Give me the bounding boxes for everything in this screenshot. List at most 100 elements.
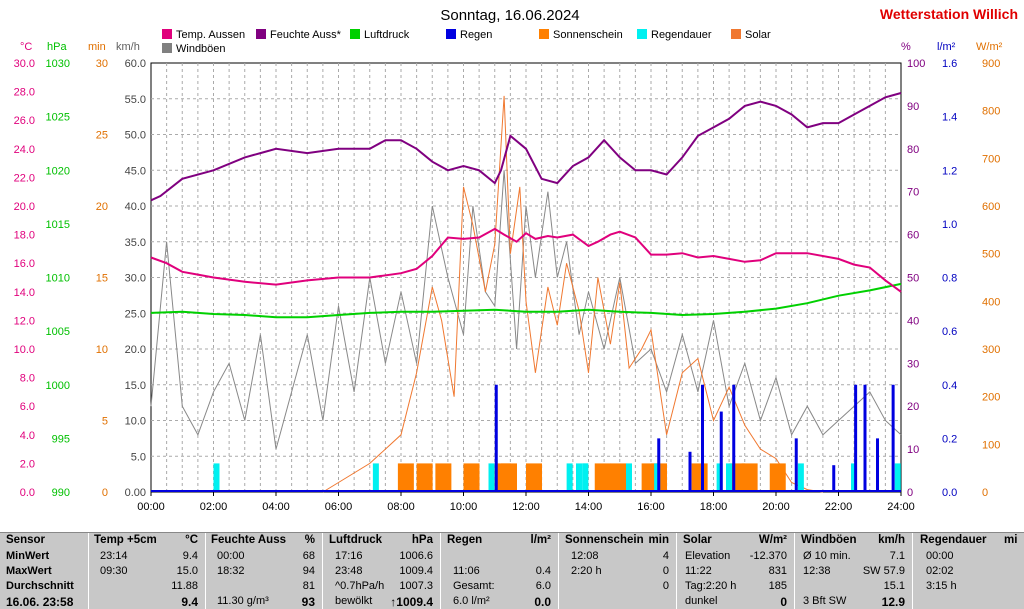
rain-bar: [876, 438, 879, 492]
stats-row: 17:16 1006.6: [329, 550, 437, 565]
stats-row: 6.0 l/m² 0.0: [447, 595, 555, 609]
stats-cell-value: 4: [662, 550, 669, 562]
stats-row: 15.1: [801, 580, 909, 595]
stats-cell-value: 1006.6: [399, 550, 433, 562]
pressure-tick: 1010: [46, 273, 70, 285]
solar-tick: 500: [982, 249, 1000, 261]
stats-header: Temp +5cm °C: [94, 533, 202, 550]
pressure-tick: 995: [52, 433, 70, 445]
time-tick: 24:00: [887, 501, 915, 512]
y-axes: 0.0 2.0 4.0 6.0 8.0 10.0 12.0 14.0 16.0 18.0 20.0 2…: [14, 58, 1001, 499]
legend-swatch: [350, 29, 360, 39]
station-name: Wetterstation Willich: [880, 6, 1018, 22]
stats-cell-value: 0: [780, 595, 787, 609]
temp-tick: 26.0: [14, 115, 35, 127]
time-tick: 18:00: [700, 501, 728, 512]
stats-header-unit: °C: [185, 534, 198, 546]
weather-chart: Sonntag, 16.06.2024 Wetterstation Willic…: [14, 6, 1018, 512]
solar-tick: 800: [982, 106, 1000, 118]
stats-header-label: Solar: [683, 534, 712, 546]
rain-duration-bar: [488, 463, 495, 492]
stats-row: Gesamt: 6.0: [447, 580, 555, 595]
time-tick: 00:00: [137, 501, 165, 512]
stats-cell-label: Ø 10 min.: [803, 550, 851, 562]
temp-tick: 28.0: [14, 87, 35, 99]
temp-tick: 14.0: [14, 287, 35, 299]
stats-row: 11:22 831: [683, 565, 791, 580]
stats-row: 2:20 h 0: [565, 565, 673, 580]
stats-row: 09:30 15.0: [94, 565, 202, 580]
stats-pressure-column: Luftdruck hPa 17:16 1006.6 23:48 1009.4 ^0.7hP…: [329, 533, 437, 609]
stats-row: Tag:2:20 h 185: [683, 580, 791, 595]
solar-tick: 300: [982, 344, 1000, 356]
sunshine-bar: [397, 463, 414, 492]
axis-units: °C hPa min km/h% l/m² W/m²: [20, 41, 1003, 53]
raindur-min: 00:00: [926, 550, 954, 562]
stats-cell-value: 81: [302, 580, 315, 592]
time-tick: 08:00: [387, 501, 415, 512]
stats-cell-label: dunkel: [685, 595, 718, 607]
stats-cell-value: 0.4: [535, 565, 551, 577]
rain-duration-bar: [654, 463, 661, 492]
stats-cell-label: 11:22: [685, 565, 712, 577]
rain-bar: [863, 384, 867, 492]
stats-cell-value: 831: [768, 565, 787, 577]
stats-solar-column: Solar W/m² Elevation -12.370 11:22 831 Tag:2:2…: [683, 533, 791, 609]
stats-cell-label: 2:20 h: [571, 565, 602, 577]
rain-tick: 1.6: [942, 58, 957, 70]
time-tick: 10:00: [450, 501, 478, 512]
temp-tick: 10.0: [14, 344, 35, 356]
solar-tick: 0: [982, 487, 988, 499]
stats-row: 12:08 4: [565, 550, 673, 565]
temp-tick: 12.0: [14, 315, 35, 327]
stats-header-label: Feuchte Auss: [211, 534, 286, 546]
temp-tick: 20.0: [14, 201, 35, 213]
rain-bar: [657, 438, 661, 492]
minutes-tick: 25: [96, 130, 108, 142]
stats-cell-value: 1007.3: [399, 580, 433, 592]
stats-row: Elevation -12.370: [683, 550, 791, 565]
temp-tick: 4.0: [20, 430, 35, 442]
minutes-tick: 15: [96, 273, 108, 285]
rain-duration-bar: [576, 463, 582, 492]
rain-bar: [854, 384, 858, 492]
stats-row: 0: [565, 580, 673, 595]
rain-duration-bar: [894, 463, 901, 492]
stats-cell-label: ^0.7hPa/h: [335, 580, 385, 592]
humidity-tick: 0: [907, 487, 913, 499]
rain-bar: [494, 384, 498, 492]
pressure-unit: hPa: [47, 41, 67, 53]
stats-cell-value: 12.9: [881, 595, 905, 609]
rain-duration-bar: [726, 463, 732, 492]
stats-raindur-column: Regendauer mi 00:00 02:02 3:15 h: [920, 533, 1024, 609]
rain-tick: 0.2: [942, 433, 957, 445]
wind-tick: 15.0: [125, 380, 146, 392]
statistics-table: Sensor MinWert MaxWert Durchschnitt 16.0…: [0, 532, 1024, 609]
stats-row: bewölkt ↑1009.4: [329, 595, 437, 609]
stats-cell-label: 12:38: [803, 565, 831, 577]
stats-cell-label: 18:32: [217, 565, 245, 577]
stats-header-unit: %: [304, 534, 315, 546]
series-gusts: [150, 170, 902, 450]
stats-header: Feuchte Auss%: [211, 533, 319, 550]
wind-tick: 20.0: [125, 344, 146, 356]
legend-label: Sonnenschein: [553, 29, 623, 41]
solar-tick: 200: [982, 392, 1000, 404]
legend-label: Luftdruck: [364, 29, 410, 41]
sunshine-bar: [610, 463, 627, 492]
stats-header-unit: l/m²: [530, 534, 551, 546]
label-max: MaxWert: [6, 565, 52, 577]
legend-label: Feuchte Auss*: [270, 29, 342, 41]
wind-tick: 25.0: [125, 308, 146, 320]
solar-tick: 700: [982, 153, 1000, 165]
stats-cell-label: Tag:2:20 h: [685, 580, 737, 592]
stats-row: ^0.7hPa/h 1007.3: [329, 580, 437, 595]
rain-tick: 1.2: [942, 165, 957, 177]
rain-tick: 1.0: [942, 219, 957, 231]
time-tick: 20:00: [762, 501, 790, 512]
rain-tick: 0.6: [942, 326, 957, 338]
stats-temp-column: Temp +5cm °C 23:14 9.4 09:30 15.0 11.88 9.4: [94, 533, 202, 609]
label-min: MinWert: [6, 550, 50, 562]
pressure-tick: 1005: [46, 326, 70, 338]
stats-cell-value: 68: [302, 550, 315, 562]
